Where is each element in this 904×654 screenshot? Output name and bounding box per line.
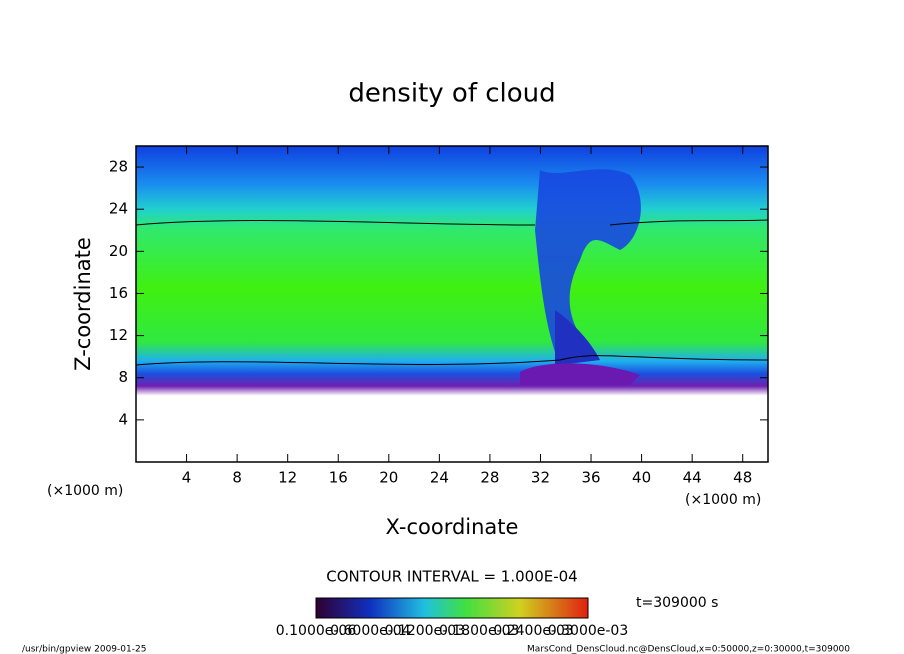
y-axis-label: Z-coordinate xyxy=(71,237,95,371)
x-tick-label: 12 xyxy=(278,469,297,487)
x-tick-label: 32 xyxy=(531,469,550,487)
y-tick-label: 12 xyxy=(109,326,128,344)
contour-interval: CONTOUR INTERVAL = 1.000E-04 xyxy=(326,568,577,586)
y-tick-label: 16 xyxy=(109,284,128,302)
colorbar xyxy=(315,597,589,619)
colorbar-label: 0.1800e-03 xyxy=(439,623,519,639)
time-label: t=309000 s xyxy=(636,595,718,611)
y-tick-label: 24 xyxy=(109,200,128,218)
x-tick-label: 20 xyxy=(379,469,398,487)
plot-frame xyxy=(135,145,769,463)
x-tick-label: 4 xyxy=(182,469,192,487)
x-axis-label: X-coordinate xyxy=(386,515,519,539)
x-tick-label: 36 xyxy=(581,469,600,487)
x-tick-label: 44 xyxy=(683,469,702,487)
x-tick-label: 40 xyxy=(632,469,651,487)
y-tick-label: 8 xyxy=(118,368,128,386)
footer-right: MarsCond_DensCloud.nc@DensCloud,x=0:5000… xyxy=(527,645,850,654)
y-unit: (×1000 m) xyxy=(47,483,123,499)
colorbar-label: 0.3000e-03 xyxy=(548,623,628,639)
field xyxy=(135,146,769,462)
y-tick-label: 4 xyxy=(118,410,128,428)
x-tick-label: 24 xyxy=(430,469,449,487)
x-unit: (×1000 m) xyxy=(685,492,761,508)
x-tick-label: 16 xyxy=(329,469,348,487)
footer-left: /usr/bin/gpview 2009-01-25 xyxy=(22,645,146,654)
x-tick-label: 48 xyxy=(733,469,752,487)
y-tick-label: 20 xyxy=(109,242,128,260)
x-tick-label: 8 xyxy=(232,469,242,487)
colorbar-label: 0.6000e-04 xyxy=(330,623,411,639)
colorbar-label: 0.1000e-06 xyxy=(276,623,357,639)
chart-title: density of cloud xyxy=(348,79,555,109)
colorbar-label: 0.1200e-03 xyxy=(385,623,465,639)
colorbar-label: 0.2400e-03 xyxy=(493,623,573,639)
y-tick-label: 28 xyxy=(109,158,128,176)
x-tick-label: 28 xyxy=(480,469,499,487)
